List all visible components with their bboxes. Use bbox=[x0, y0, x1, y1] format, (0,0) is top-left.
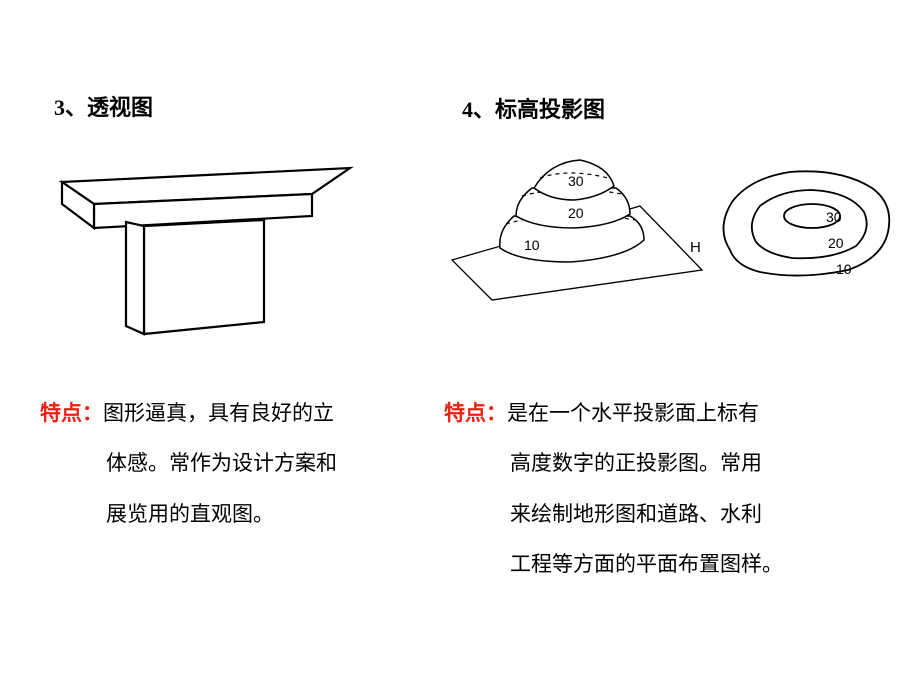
left-desc-line3: 展览用的直观图。 bbox=[40, 502, 274, 526]
heading-left: 3、透视图 bbox=[54, 90, 153, 122]
left-description: 特点：图形逼真，具有良好的立 体感。常作为设计方案和 展览用的直观图。 bbox=[40, 388, 420, 539]
plane-h-label: H bbox=[690, 239, 701, 256]
heading-right-title: 标高投影图 bbox=[495, 97, 605, 122]
left-column: 3、透视图 bbox=[0, 0, 440, 690]
page-root: 3、透视图 bbox=[0, 0, 920, 690]
contour-diagram: H 30 20 10 bbox=[440, 130, 910, 310]
heading-left-number: 3 bbox=[54, 95, 65, 120]
right-desc-line4: 工程等方面的平面布置图样。 bbox=[444, 552, 783, 576]
heading-left-sep: 、 bbox=[65, 95, 87, 120]
contour-svg: H 30 20 10 bbox=[440, 130, 910, 310]
plan-num-20: 20 bbox=[828, 235, 844, 251]
right-desc-line2: 高度数字的正投影图。常用 bbox=[444, 451, 762, 475]
right-column: 4、标高投影图 H bbox=[440, 0, 920, 690]
heading-left-title: 透视图 bbox=[87, 95, 153, 120]
left-desc-line1: 图形逼真，具有良好的立 bbox=[103, 401, 334, 425]
hill-num-20: 20 bbox=[568, 205, 584, 221]
heading-right-number: 4 bbox=[462, 97, 473, 122]
left-desc-line2: 体感。常作为设计方案和 bbox=[40, 451, 337, 475]
right-desc-line3: 来绘制地形图和道路、水利 bbox=[444, 502, 762, 526]
heading-right-sep: 、 bbox=[473, 97, 495, 122]
right-feature-label: 特点： bbox=[444, 401, 507, 425]
perspective-svg bbox=[40, 150, 380, 360]
hill-num-30: 30 bbox=[568, 173, 584, 189]
heading-right: 4、标高投影图 bbox=[462, 92, 605, 124]
plan-num-10: 10 bbox=[836, 261, 852, 277]
right-description: 特点：是在一个水平投影面上标有 高度数字的正投影图。常用 来绘制地形图和道路、水… bbox=[444, 388, 914, 590]
perspective-diagram bbox=[40, 150, 380, 360]
left-feature-label: 特点： bbox=[40, 401, 103, 425]
hill-num-10: 10 bbox=[524, 237, 540, 253]
plan-num-30: 30 bbox=[826, 209, 842, 225]
right-desc-line1: 是在一个水平投影面上标有 bbox=[507, 401, 759, 425]
